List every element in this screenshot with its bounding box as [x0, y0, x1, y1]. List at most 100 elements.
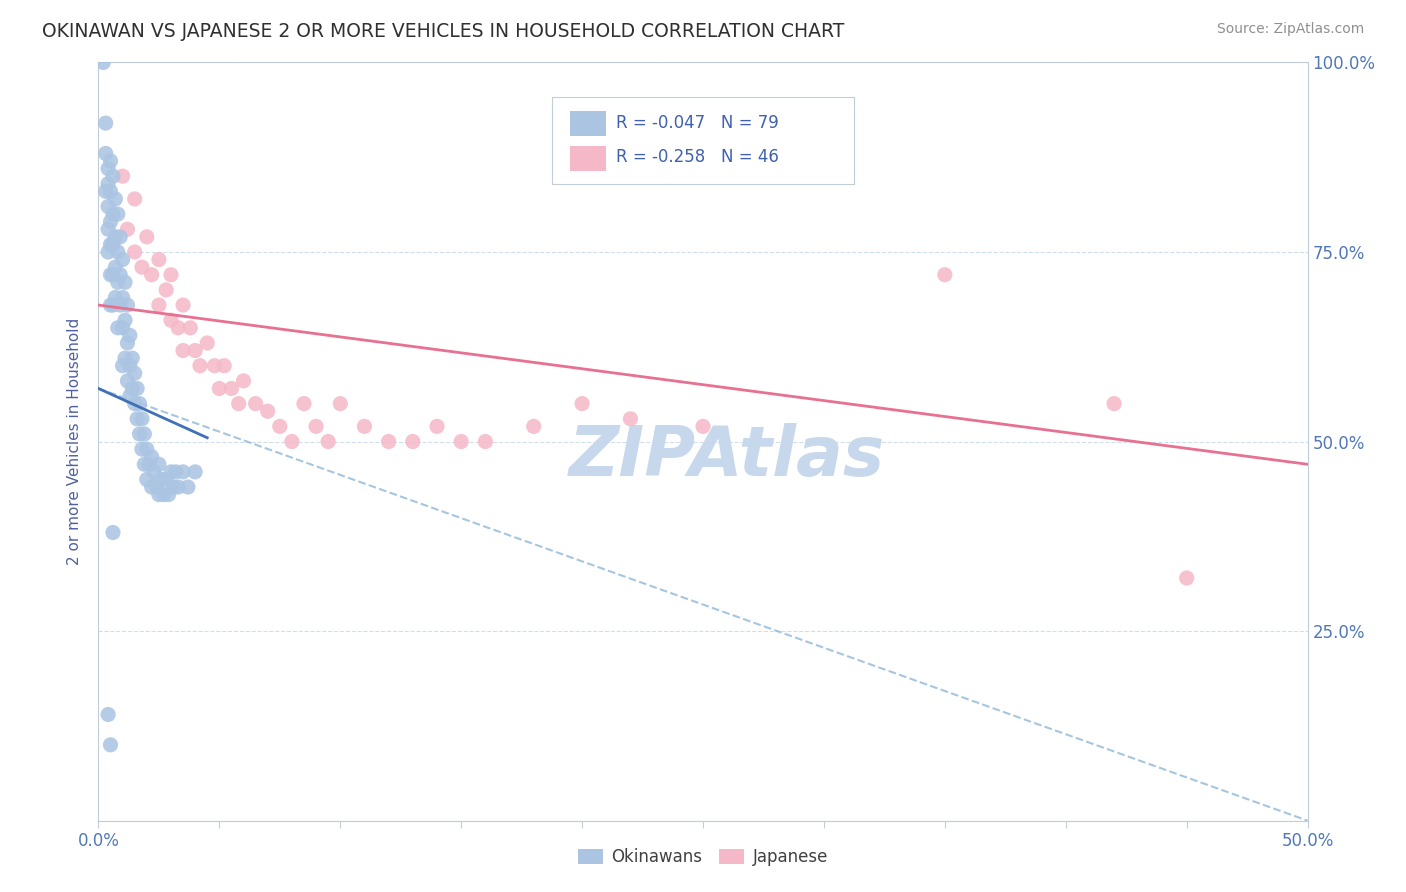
- Point: [188, 359, 211, 373]
- Point: [118, 359, 141, 373]
- Point: [124, 396, 146, 410]
- Point: [100, 184, 122, 198]
- Point: [124, 244, 146, 259]
- Point: [245, 396, 267, 410]
- Point: [97, 222, 120, 236]
- Point: [134, 427, 156, 442]
- Point: [108, 268, 131, 282]
- Point: [184, 343, 207, 358]
- Point: [1175, 571, 1198, 585]
- Point: [94, 116, 117, 130]
- Point: [141, 268, 163, 282]
- Point: [124, 192, 146, 206]
- Point: [316, 434, 339, 449]
- Point: [124, 366, 146, 380]
- Point: [114, 275, 136, 289]
- Point: [402, 434, 425, 449]
- Point: [172, 343, 194, 358]
- Point: [353, 419, 375, 434]
- Point: [143, 465, 166, 479]
- Point: [179, 320, 201, 334]
- Point: [152, 487, 174, 501]
- Point: [281, 434, 304, 449]
- Text: R = -0.047   N = 79: R = -0.047 N = 79: [616, 114, 779, 132]
- Point: [135, 473, 157, 487]
- Point: [118, 389, 141, 403]
- Point: [107, 207, 129, 221]
- Point: [94, 184, 117, 198]
- Point: [108, 298, 131, 312]
- Point: [111, 291, 134, 305]
- Point: [101, 207, 124, 221]
- Point: [107, 244, 129, 259]
- Bar: [569, 111, 606, 136]
- Point: [692, 419, 714, 434]
- Point: [121, 382, 143, 396]
- Point: [104, 192, 127, 206]
- Point: [155, 473, 177, 487]
- Point: [148, 252, 170, 267]
- Point: [135, 229, 157, 244]
- Point: [165, 465, 187, 479]
- Point: [97, 177, 120, 191]
- Point: [160, 465, 183, 479]
- Point: [160, 268, 183, 282]
- Point: [128, 427, 150, 442]
- Point: [148, 298, 170, 312]
- Point: [148, 487, 170, 501]
- Point: [128, 396, 150, 410]
- Point: [117, 298, 139, 312]
- Point: [134, 458, 156, 472]
- Y-axis label: 2 or more Vehicles in Household: 2 or more Vehicles in Household: [67, 318, 83, 566]
- Point: [111, 252, 134, 267]
- Point: [162, 480, 184, 494]
- Point: [135, 442, 157, 457]
- Point: [141, 450, 163, 464]
- Point: [150, 473, 173, 487]
- Point: [212, 359, 235, 373]
- Point: [117, 222, 139, 236]
- Point: [107, 275, 129, 289]
- FancyBboxPatch shape: [551, 96, 855, 184]
- Point: [97, 161, 120, 176]
- Point: [100, 237, 122, 252]
- Point: [91, 55, 114, 70]
- Point: [97, 707, 120, 722]
- Point: [426, 419, 449, 434]
- Point: [305, 419, 328, 434]
- Point: [195, 335, 218, 350]
- Point: [160, 313, 183, 327]
- Point: [104, 260, 127, 275]
- Point: [100, 153, 122, 168]
- Point: [114, 351, 136, 366]
- Text: Source: ZipAtlas.com: Source: ZipAtlas.com: [1216, 22, 1364, 37]
- Point: [97, 244, 120, 259]
- Point: [104, 229, 127, 244]
- Point: [204, 359, 226, 373]
- Point: [101, 525, 124, 540]
- Point: [256, 404, 278, 418]
- Point: [131, 412, 153, 426]
- Point: [100, 738, 122, 752]
- Point: [117, 374, 139, 388]
- Point: [121, 351, 143, 366]
- Point: [208, 382, 231, 396]
- Point: [97, 199, 120, 213]
- Point: [111, 320, 134, 334]
- Point: [228, 396, 250, 410]
- Point: [101, 298, 124, 312]
- Point: [114, 313, 136, 327]
- Point: [100, 268, 122, 282]
- Point: [101, 169, 124, 184]
- Point: [111, 359, 134, 373]
- Point: [184, 465, 207, 479]
- Point: [232, 374, 254, 388]
- Point: [127, 412, 149, 426]
- Text: ZIPAtlas: ZIPAtlas: [569, 423, 886, 491]
- Point: [108, 229, 131, 244]
- Point: [138, 458, 160, 472]
- Point: [292, 396, 315, 410]
- Point: [329, 396, 352, 410]
- Point: [221, 382, 243, 396]
- Text: OKINAWAN VS JAPANESE 2 OR MORE VEHICLES IN HOUSEHOLD CORRELATION CHART: OKINAWAN VS JAPANESE 2 OR MORE VEHICLES …: [42, 22, 845, 41]
